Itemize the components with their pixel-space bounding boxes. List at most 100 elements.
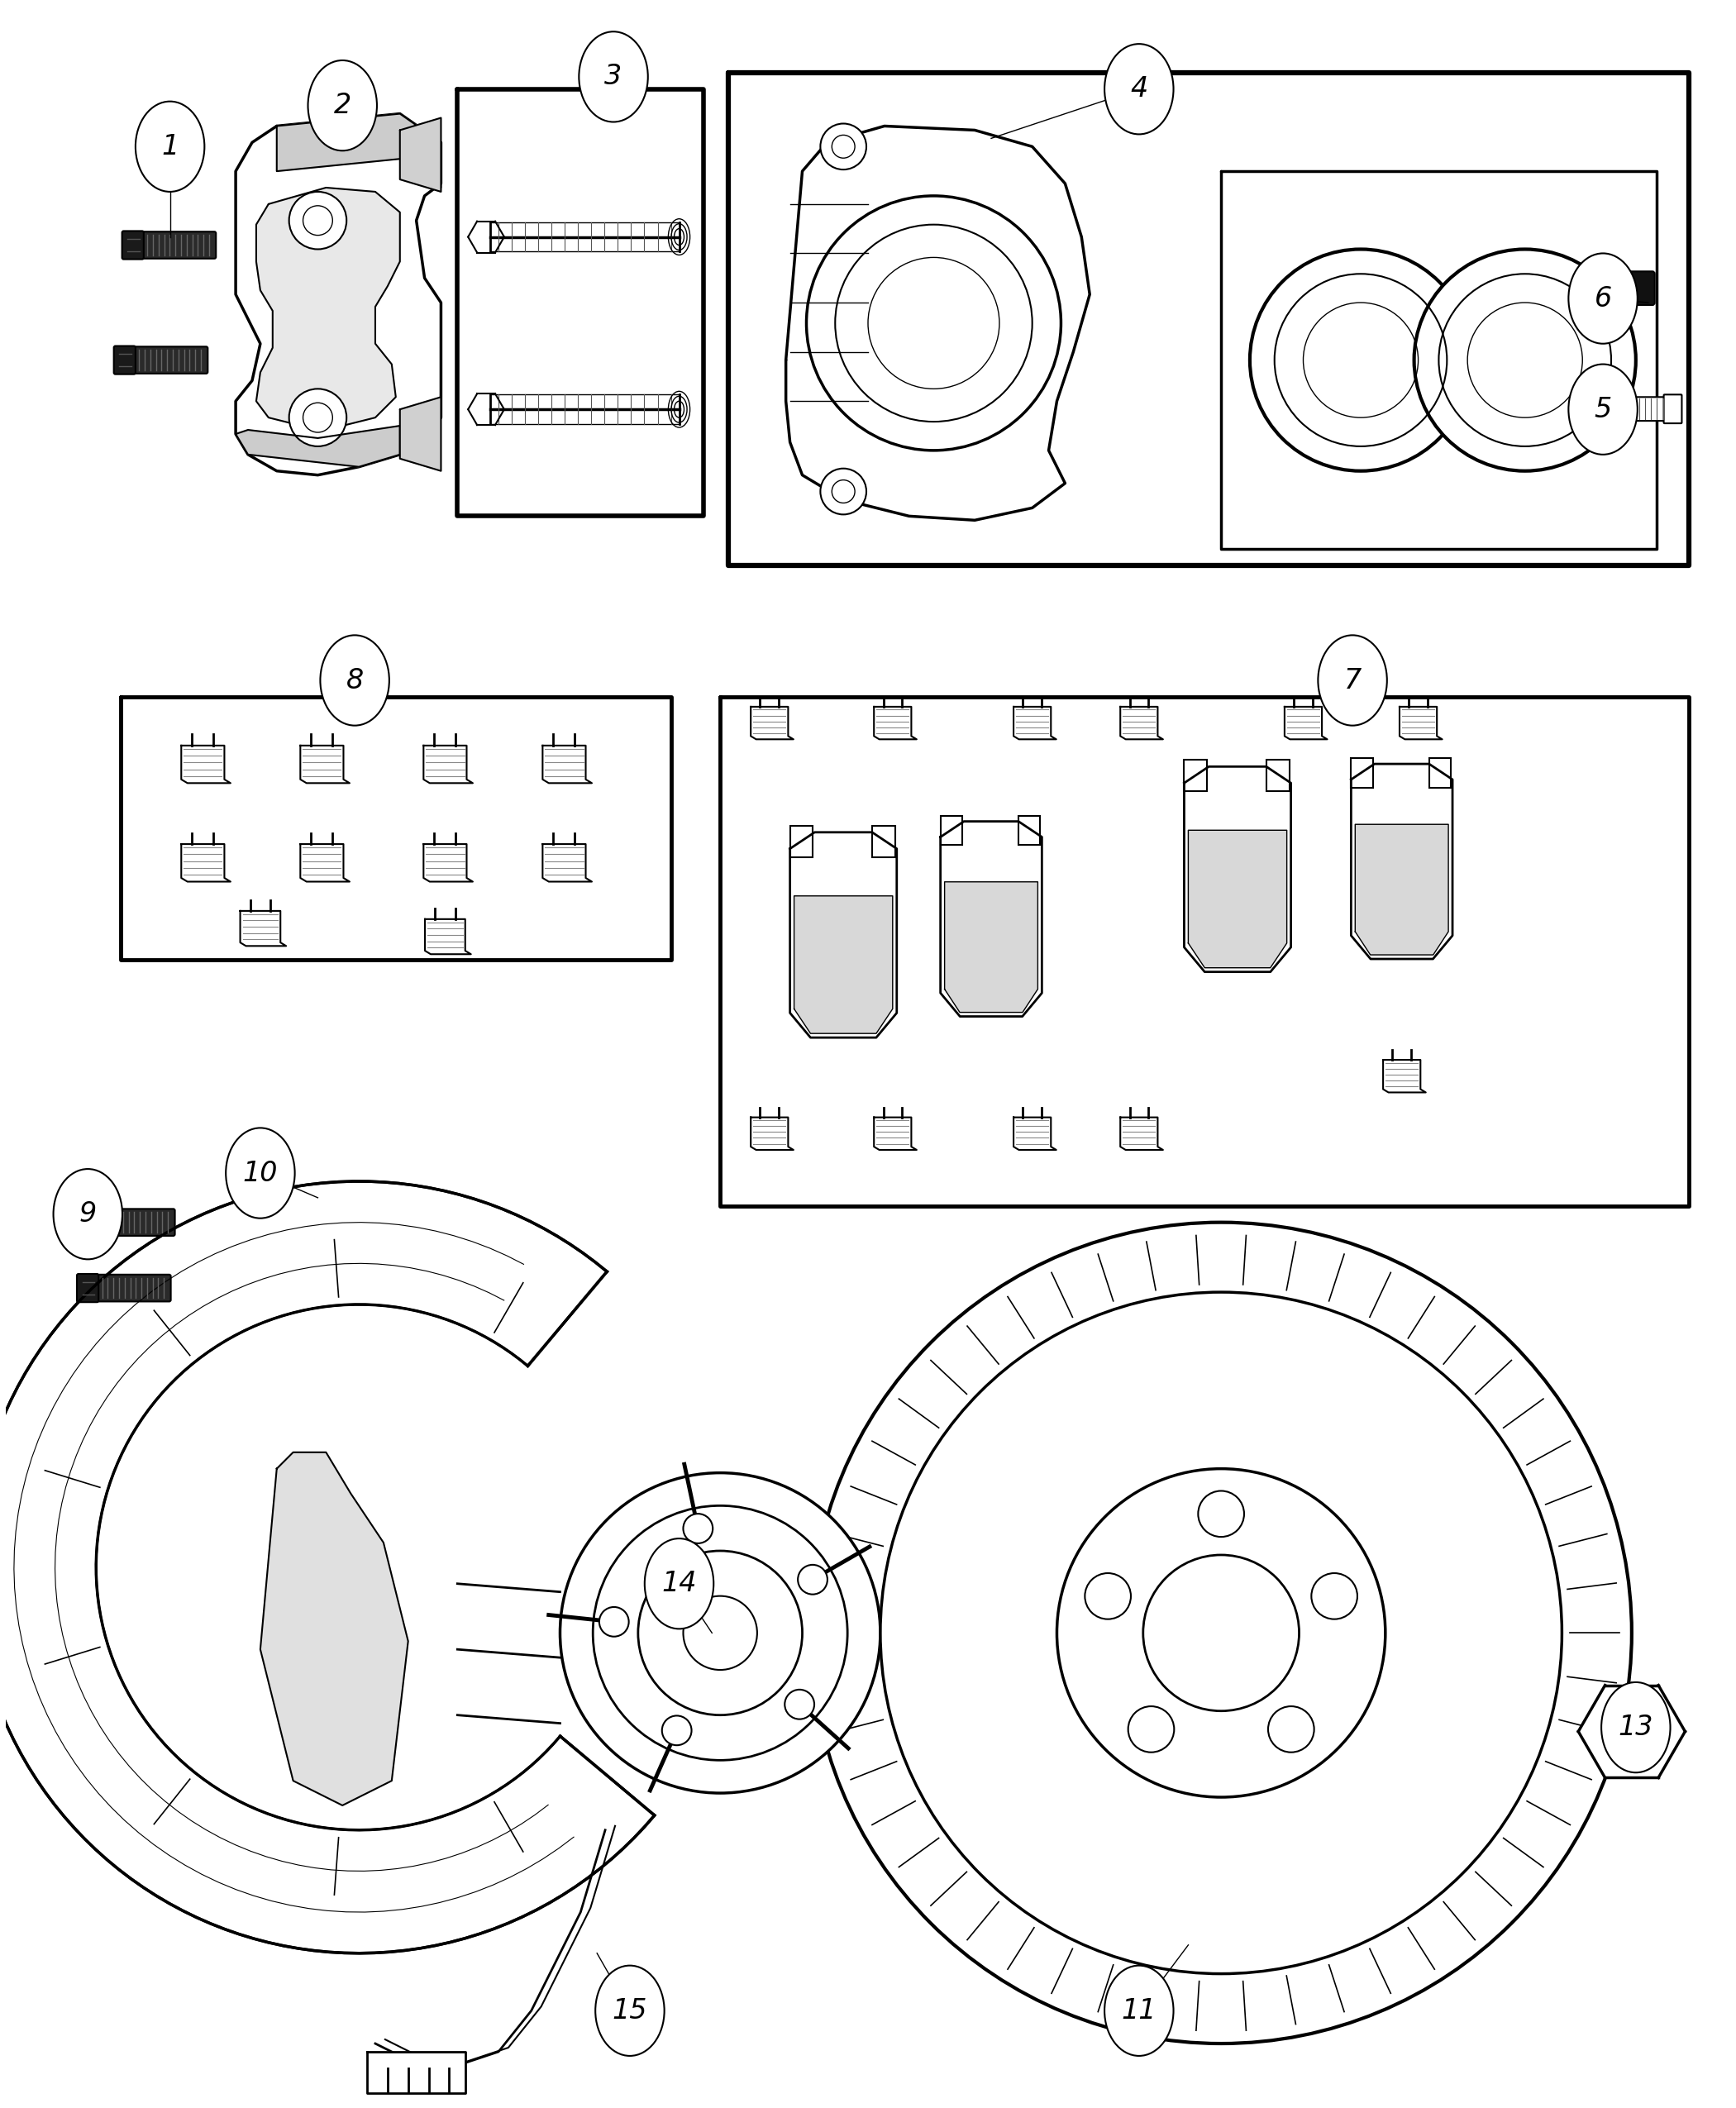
FancyBboxPatch shape bbox=[82, 1208, 102, 1237]
Polygon shape bbox=[729, 72, 1689, 565]
Ellipse shape bbox=[644, 1539, 713, 1629]
Polygon shape bbox=[944, 881, 1038, 1012]
FancyBboxPatch shape bbox=[122, 232, 144, 259]
Circle shape bbox=[811, 1223, 1632, 2043]
Ellipse shape bbox=[578, 32, 648, 122]
Bar bbox=[1266, 761, 1290, 790]
Circle shape bbox=[785, 1691, 814, 1720]
FancyBboxPatch shape bbox=[132, 346, 208, 373]
FancyBboxPatch shape bbox=[141, 232, 215, 259]
Polygon shape bbox=[457, 89, 703, 516]
Circle shape bbox=[1128, 1705, 1174, 1752]
Polygon shape bbox=[1351, 763, 1453, 959]
Bar bbox=[1019, 816, 1040, 845]
Circle shape bbox=[290, 388, 347, 447]
Polygon shape bbox=[399, 396, 441, 470]
Polygon shape bbox=[1014, 1117, 1055, 1149]
Circle shape bbox=[599, 1606, 628, 1636]
Polygon shape bbox=[790, 833, 898, 1037]
Ellipse shape bbox=[1104, 1965, 1174, 2055]
Circle shape bbox=[1267, 1705, 1314, 1752]
FancyBboxPatch shape bbox=[99, 1208, 175, 1235]
Bar bbox=[1351, 759, 1373, 788]
Polygon shape bbox=[399, 118, 441, 192]
Bar bbox=[1429, 759, 1451, 788]
Ellipse shape bbox=[319, 635, 389, 725]
Polygon shape bbox=[236, 426, 399, 466]
Circle shape bbox=[807, 196, 1061, 451]
Circle shape bbox=[1415, 249, 1635, 470]
Text: 11: 11 bbox=[1121, 1996, 1156, 2024]
Polygon shape bbox=[873, 1117, 917, 1149]
Polygon shape bbox=[750, 1117, 793, 1149]
Polygon shape bbox=[1120, 706, 1163, 740]
Polygon shape bbox=[1356, 824, 1448, 955]
Polygon shape bbox=[425, 919, 470, 955]
Text: 1: 1 bbox=[161, 133, 179, 160]
Polygon shape bbox=[1187, 831, 1286, 968]
Circle shape bbox=[290, 192, 347, 249]
Circle shape bbox=[594, 1505, 847, 1760]
Text: 15: 15 bbox=[613, 1996, 648, 2024]
Polygon shape bbox=[240, 911, 286, 946]
Polygon shape bbox=[300, 843, 349, 881]
Polygon shape bbox=[793, 896, 892, 1033]
Ellipse shape bbox=[595, 1965, 665, 2055]
Polygon shape bbox=[236, 114, 441, 474]
Text: 10: 10 bbox=[243, 1159, 278, 1187]
Text: 6: 6 bbox=[1594, 285, 1611, 312]
Ellipse shape bbox=[1601, 1682, 1670, 1773]
Circle shape bbox=[1311, 1573, 1358, 1619]
Polygon shape bbox=[1399, 706, 1443, 740]
FancyBboxPatch shape bbox=[1663, 394, 1682, 424]
Text: 5: 5 bbox=[1594, 396, 1611, 424]
Circle shape bbox=[1250, 249, 1472, 470]
Circle shape bbox=[684, 1514, 713, 1543]
Ellipse shape bbox=[1569, 365, 1637, 455]
Polygon shape bbox=[1120, 1117, 1163, 1149]
Polygon shape bbox=[0, 1180, 654, 1954]
Text: 8: 8 bbox=[345, 666, 363, 694]
Polygon shape bbox=[750, 706, 793, 740]
Polygon shape bbox=[786, 126, 1090, 521]
Polygon shape bbox=[300, 746, 349, 782]
Ellipse shape bbox=[1104, 44, 1174, 135]
Circle shape bbox=[880, 1292, 1562, 1973]
FancyBboxPatch shape bbox=[115, 346, 135, 375]
Polygon shape bbox=[276, 114, 441, 188]
Polygon shape bbox=[543, 843, 592, 881]
Polygon shape bbox=[720, 698, 1689, 1206]
Polygon shape bbox=[543, 746, 592, 782]
Circle shape bbox=[561, 1473, 880, 1794]
Ellipse shape bbox=[226, 1128, 295, 1218]
Circle shape bbox=[639, 1551, 802, 1716]
Polygon shape bbox=[181, 746, 231, 782]
Circle shape bbox=[1198, 1490, 1245, 1537]
Circle shape bbox=[799, 1564, 828, 1594]
Polygon shape bbox=[366, 2051, 465, 2093]
Polygon shape bbox=[1578, 1684, 1686, 1777]
Text: 4: 4 bbox=[1130, 76, 1147, 103]
Polygon shape bbox=[1184, 767, 1292, 972]
Text: 7: 7 bbox=[1344, 666, 1361, 694]
Circle shape bbox=[1085, 1573, 1130, 1619]
Polygon shape bbox=[1285, 706, 1328, 740]
Bar bbox=[871, 826, 896, 858]
Ellipse shape bbox=[1318, 635, 1387, 725]
Circle shape bbox=[821, 124, 866, 169]
Polygon shape bbox=[873, 706, 917, 740]
Circle shape bbox=[1057, 1469, 1385, 1798]
Bar bbox=[790, 826, 812, 858]
Text: 2: 2 bbox=[333, 93, 351, 120]
Ellipse shape bbox=[54, 1170, 122, 1258]
FancyBboxPatch shape bbox=[1613, 272, 1654, 306]
Polygon shape bbox=[260, 1452, 408, 1804]
Text: 3: 3 bbox=[604, 63, 621, 91]
FancyBboxPatch shape bbox=[1621, 396, 1670, 422]
Polygon shape bbox=[424, 843, 472, 881]
Polygon shape bbox=[1384, 1060, 1425, 1092]
FancyBboxPatch shape bbox=[95, 1275, 170, 1301]
Circle shape bbox=[821, 468, 866, 514]
Ellipse shape bbox=[135, 101, 205, 192]
Polygon shape bbox=[424, 746, 472, 782]
